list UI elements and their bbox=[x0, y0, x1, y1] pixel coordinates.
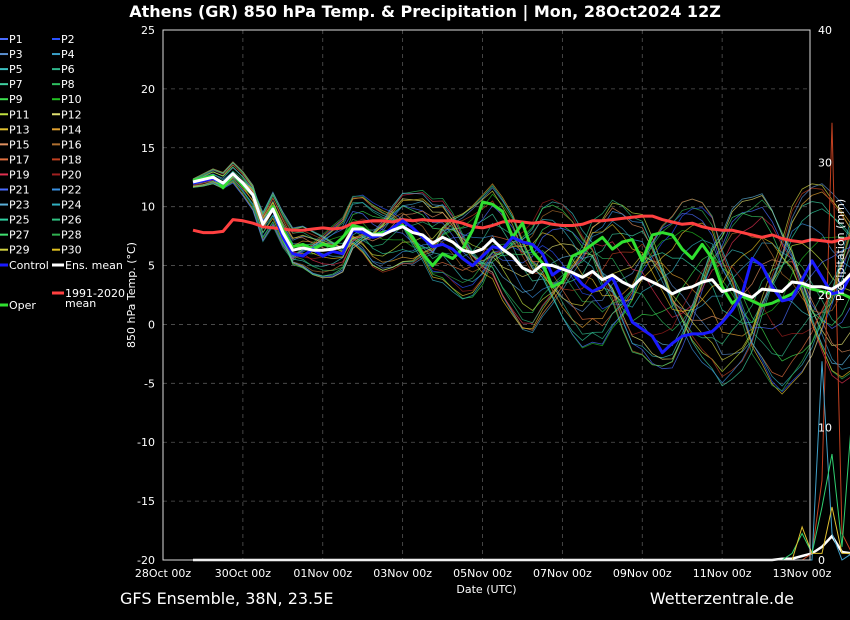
legend-label: P19 bbox=[9, 168, 30, 181]
legend-label: P4 bbox=[61, 48, 75, 61]
y-tick-label: 0 bbox=[148, 318, 155, 331]
x-tick-label: 09Nov 00z bbox=[613, 567, 672, 580]
ensemble-member-line bbox=[192, 162, 850, 367]
precip-line-ens-mean bbox=[193, 534, 850, 562]
legend-label: P28 bbox=[61, 229, 82, 242]
legend-label: P16 bbox=[61, 138, 82, 151]
y2-tick-label: 10 bbox=[818, 422, 832, 435]
precip-line-p23 bbox=[193, 361, 850, 561]
legend-label: 1991-2020 bbox=[65, 287, 125, 300]
legend-label: P26 bbox=[61, 214, 82, 227]
legend-label: P13 bbox=[9, 123, 30, 136]
y-tick-label: 20 bbox=[141, 83, 155, 96]
ensemble-member-lines bbox=[192, 161, 850, 395]
ensemble-member-line bbox=[192, 164, 850, 360]
plot-frame bbox=[162, 29, 811, 561]
legend-label: P18 bbox=[61, 153, 82, 166]
y-tick-label: -20 bbox=[137, 554, 155, 567]
x-tick-label: 30Oct 00z bbox=[215, 567, 272, 580]
legend-label: P11 bbox=[9, 108, 30, 121]
legend-label: P1 bbox=[9, 33, 23, 46]
model-info: GFS Ensemble, 38N, 23.5E bbox=[120, 589, 334, 608]
legend-label: P10 bbox=[61, 93, 82, 106]
legend-label: P17 bbox=[9, 153, 30, 166]
legend-label: P8 bbox=[61, 78, 75, 91]
ensemble-member-line bbox=[192, 175, 850, 353]
y-tick-label: -15 bbox=[137, 495, 155, 508]
legend-label: P25 bbox=[9, 214, 30, 227]
chart-title: Athens (GR) 850 hPa Temp. & Precipitatio… bbox=[129, 2, 721, 21]
ensemble-member-line bbox=[192, 170, 850, 380]
x-tick-label: 11Nov 00z bbox=[693, 567, 752, 580]
y-axis-title: 850 hPa Temp. (°C) bbox=[125, 242, 138, 348]
legend-label: P3 bbox=[9, 48, 23, 61]
legend-label: P20 bbox=[61, 168, 82, 181]
x-tick-label: 01Nov 00z bbox=[293, 567, 352, 580]
y2-tick-label: 30 bbox=[818, 157, 832, 170]
legend-label: P30 bbox=[61, 244, 82, 257]
y-tick-label: 5 bbox=[148, 260, 155, 273]
ensemble-member-line bbox=[192, 163, 850, 337]
x-tick-label: 03Nov 00z bbox=[373, 567, 432, 580]
legend-label: P2 bbox=[61, 33, 75, 46]
y-tick-label: -5 bbox=[144, 377, 155, 390]
ensemble-member-line bbox=[192, 175, 850, 345]
legend-label: P22 bbox=[61, 184, 82, 197]
legend-label: P7 bbox=[9, 78, 23, 91]
y-tick-label: -10 bbox=[137, 436, 155, 449]
ensemble-member-line bbox=[192, 174, 850, 384]
y-tick-label: 25 bbox=[141, 24, 155, 37]
chart-axes: 25 20 15 10 5 0 -5 -10 -15 -20 40 30 20 10 0 28Oct 00z 3… bbox=[125, 24, 847, 596]
y2-tick-label: 20 bbox=[818, 289, 832, 302]
x-axis-title: Date (UTC) bbox=[456, 583, 516, 596]
ensemble-member-line bbox=[192, 175, 850, 361]
legend-label: Ens. mean bbox=[65, 259, 123, 272]
ensemble-member-line bbox=[192, 171, 850, 387]
legend-label: P6 bbox=[61, 63, 75, 76]
legend-label: P27 bbox=[9, 229, 30, 242]
series-line-ens-mean bbox=[192, 172, 850, 299]
ensemble-member-line bbox=[192, 175, 850, 373]
x-tick-label: 05Nov 00z bbox=[453, 567, 512, 580]
legend-label: P15 bbox=[9, 138, 30, 151]
legend-label: P29 bbox=[9, 244, 30, 257]
main-series-lines bbox=[192, 172, 850, 355]
ensemble-member-line bbox=[192, 178, 850, 378]
legend-label: P24 bbox=[61, 199, 82, 212]
y2-axis-title: Precipitation (mm) bbox=[834, 199, 847, 301]
precip-line-p13 bbox=[193, 506, 850, 561]
x-tick-label: 07Nov 00z bbox=[533, 567, 592, 580]
x-tick-label: 28Oct 00z bbox=[135, 567, 192, 580]
y-tick-label: 10 bbox=[141, 201, 155, 214]
legend-label: mean bbox=[65, 297, 96, 310]
legend-label: P12 bbox=[61, 108, 82, 121]
series-line-control bbox=[192, 172, 850, 355]
chart-legend: P1 P2 P3 P4 P5 P6 P7 P8 P9 P10 P11 P12 P13 P14 P15 P16 P… bbox=[0, 33, 125, 312]
legend-label: P21 bbox=[9, 184, 30, 197]
legend-label: P23 bbox=[9, 199, 30, 212]
source-credit: Wetterzentrale.de bbox=[649, 589, 794, 608]
ensemble-member-line bbox=[192, 167, 850, 366]
legend-label: P14 bbox=[61, 123, 82, 136]
chart-grid bbox=[163, 29, 810, 561]
x-tick-label: 13Nov 00z bbox=[773, 567, 832, 580]
series-line-1991-2020-mean bbox=[192, 214, 850, 244]
y2-tick-label: 40 bbox=[818, 24, 832, 37]
y-tick-label: 15 bbox=[141, 142, 155, 155]
legend-label: P9 bbox=[9, 93, 23, 106]
ensemble-member-line bbox=[192, 175, 850, 387]
precip-line-p27 bbox=[193, 434, 850, 561]
series-line-oper bbox=[192, 172, 850, 308]
legend-label: Oper bbox=[9, 299, 36, 312]
legend-label: P5 bbox=[9, 63, 23, 76]
y2-tick-label: 0 bbox=[818, 554, 825, 567]
legend-label: Control bbox=[9, 259, 49, 272]
